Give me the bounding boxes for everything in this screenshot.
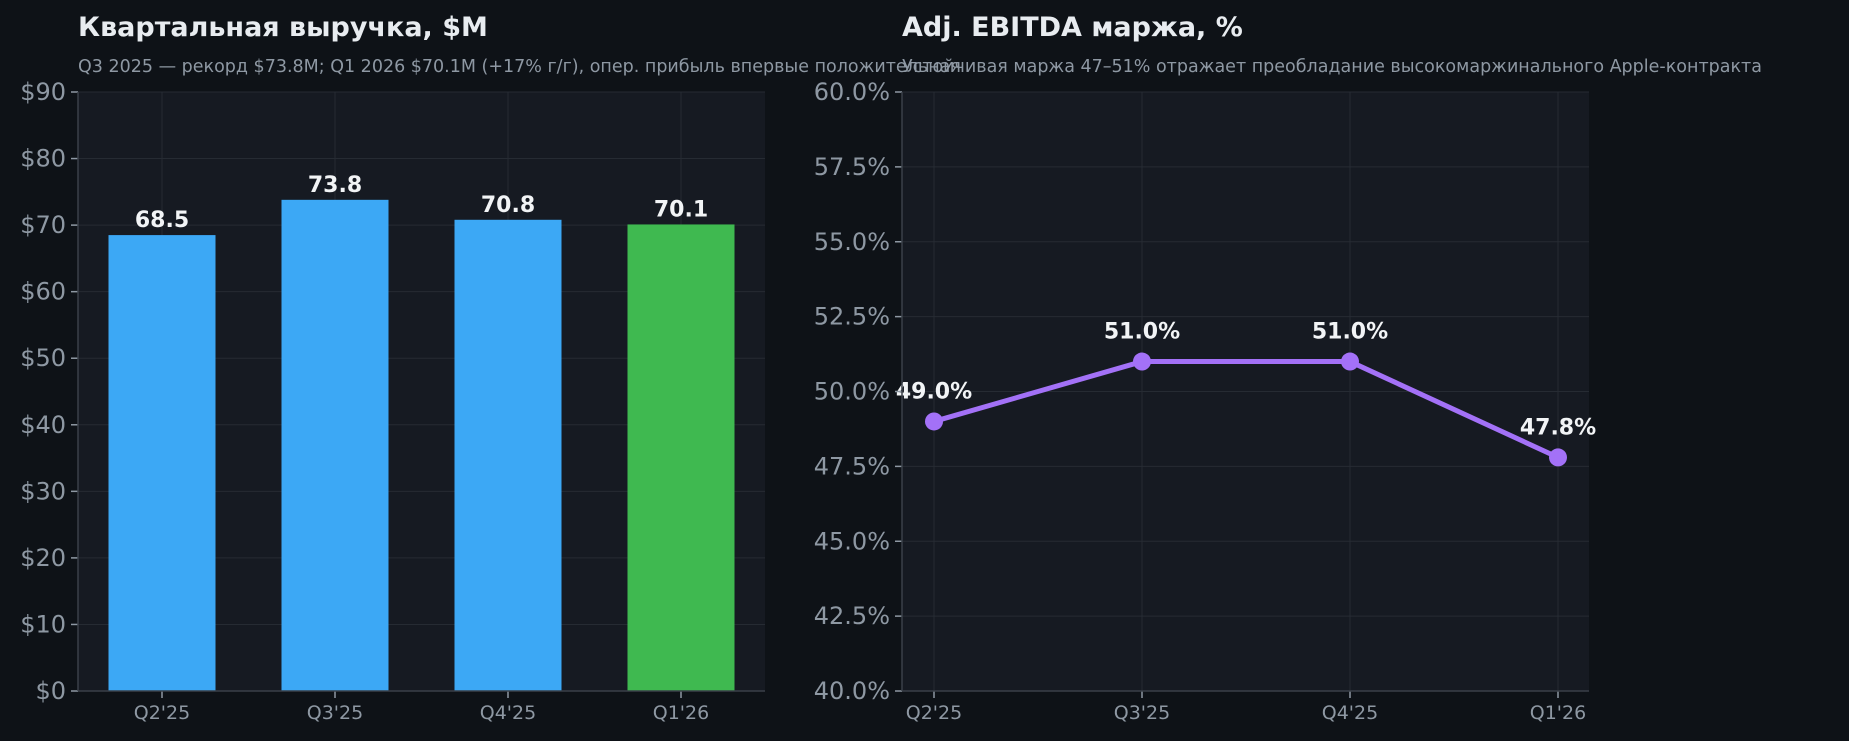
margin-xtick-label: Q4'25 — [1322, 702, 1378, 724]
revenue-bar — [108, 235, 216, 691]
revenue-ytick-label: $30 — [20, 477, 66, 505]
margin-series-line — [931, 359, 1561, 460]
margin-ytick-label: 60.0% — [814, 78, 890, 106]
margin-xtick-label: Q3'25 — [1114, 702, 1170, 724]
margin-grid — [902, 91, 1589, 692]
revenue-chart-subtitle: Q3 2025 — рекорд $73.8M; Q1 2026 $70.1M … — [78, 57, 961, 77]
margin-point — [925, 412, 943, 431]
margin-ytick-label: 45.0% — [814, 527, 890, 555]
margin-point — [1133, 352, 1151, 371]
revenue-bar-value-label: 73.8 — [308, 173, 362, 198]
margin-xtick-label: Q1'26 — [1530, 702, 1586, 724]
revenue-ytick-label: $20 — [20, 544, 66, 572]
revenue-ytick-label: $0 — [35, 677, 66, 705]
margin-chart-subtitle: Устойчивая маржа 47–51% отражает преобла… — [902, 57, 1762, 77]
revenue-bar — [281, 199, 389, 691]
margin-ytick-label: 40.0% — [814, 677, 890, 705]
revenue-xtick-label: Q2'25 — [134, 702, 190, 724]
revenue-bar — [627, 224, 735, 691]
revenue-xtick-label: Q4'25 — [480, 702, 536, 724]
margin-chart: Adj. EBITDA маржа, % Устойчивая маржа 47… — [814, 12, 1762, 724]
revenue-ytick-label: $70 — [20, 211, 66, 239]
margin-point-value-label: 51.0% — [1312, 320, 1388, 345]
margin-point — [1341, 352, 1359, 371]
revenue-bar-value-label: 68.5 — [135, 208, 189, 233]
margin-chart-title: Adj. EBITDA маржа, % — [902, 12, 1243, 43]
margin-xtick-label: Q2'25 — [906, 702, 962, 724]
revenue-bar — [454, 219, 562, 691]
revenue-ytick-label: $60 — [20, 278, 66, 306]
margin-ytick-label: 42.5% — [814, 602, 890, 630]
revenue-ytick-label: $90 — [20, 78, 66, 106]
margin-ytick-label: 57.5% — [814, 153, 890, 181]
revenue-ytick-label: $80 — [20, 145, 66, 173]
margin-point-value-label: 47.8% — [1520, 415, 1596, 440]
revenue-ytick-label: $50 — [20, 344, 66, 372]
revenue-chart-title: Квартальная выручка, $M — [78, 12, 488, 43]
revenue-xtick-label: Q3'25 — [307, 702, 363, 724]
margin-ytick-label: 55.0% — [814, 228, 890, 256]
revenue-bars: 68.5 73.8 70.8 70.1 — [108, 173, 735, 691]
revenue-ytick-label: $10 — [20, 610, 66, 638]
revenue-chart: Квартальная выручка, $M Q3 2025 — рекорд… — [20, 12, 961, 724]
revenue-xtick-label: Q1'26 — [653, 702, 709, 724]
margin-point — [1549, 448, 1567, 467]
margin-line-series: 49.0% 51.0% 51.0% 47.8% — [896, 320, 1596, 467]
revenue-bar-value-label: 70.1 — [654, 197, 708, 222]
margin-point-value-label: 51.0% — [1104, 320, 1180, 345]
margin-ytick-label: 52.5% — [814, 303, 890, 331]
revenue-axes: $0 $10 $20 $30 $40 $50 $60 $70 $80 $90 Q2'25 Q3'25 Q… — [20, 78, 765, 724]
margin-point-value-label: 49.0% — [896, 379, 972, 404]
margin-axes: 40.0% 42.5% 45.0% 47.5% 50.0% 52.5% 55.0% 57.5%… — [814, 78, 1589, 724]
margin-ytick-label: 50.0% — [814, 378, 890, 406]
margin-ytick-label: 47.5% — [814, 452, 890, 480]
revenue-bar-value-label: 70.8 — [481, 193, 535, 218]
revenue-ytick-label: $40 — [20, 411, 66, 439]
